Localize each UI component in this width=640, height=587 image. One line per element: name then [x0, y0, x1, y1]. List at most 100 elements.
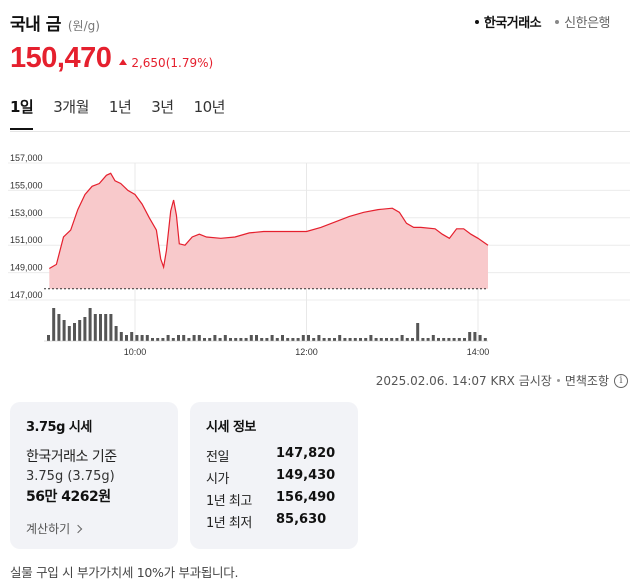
- volume-bar: [343, 338, 347, 341]
- active-dot-icon: [474, 19, 479, 24]
- calculate-link[interactable]: 계산하기: [26, 520, 83, 537]
- volume-bar: [208, 338, 212, 341]
- disclaimer-link[interactable]: 면책조항: [564, 374, 609, 388]
- volume-bar: [255, 335, 258, 341]
- volume-bar: [135, 335, 139, 341]
- page-title: 국내 금: [10, 15, 61, 35]
- source-shinhan[interactable]: 신한은행: [555, 12, 610, 31]
- volume-bar: [468, 332, 472, 341]
- y-tick-label: 151,000: [10, 235, 43, 245]
- y-tick-label: 147,000: [10, 290, 43, 300]
- volume-bar: [67, 326, 71, 341]
- volume-bar: [317, 335, 321, 341]
- y-tick-label: 153,000: [10, 208, 43, 218]
- volume-bar: [296, 338, 300, 341]
- volume-bar: [416, 323, 420, 341]
- volume-bar: [203, 338, 206, 341]
- y-axis-labels: 157,000 155,000 153,000 151,000 149,000 147,0…: [10, 153, 43, 300]
- volume-bar: [281, 335, 284, 341]
- volume-bar: [171, 338, 175, 341]
- tab-1day[interactable]: 1일: [10, 96, 34, 130]
- volume-bar: [145, 335, 149, 341]
- volume-bar: [73, 323, 76, 341]
- info-row: 1년 최저 85,630: [206, 512, 342, 531]
- volume-bar: [353, 338, 357, 341]
- volume-bar: [447, 338, 451, 341]
- card-title: 시세 정보: [206, 420, 256, 435]
- volume-bar: [286, 338, 290, 341]
- source-krx[interactable]: 한국거래소: [474, 12, 542, 31]
- volume-bar: [395, 338, 399, 341]
- change-amount: 2,650: [131, 56, 166, 70]
- title-row: 국내 금 (원/g): [10, 10, 100, 35]
- volume-bar: [473, 332, 477, 341]
- tab-1year[interactable]: 1년: [108, 98, 132, 116]
- volume-bar: [78, 320, 82, 341]
- price-chart[interactable]: 157,000 155,000 153,000 151,000 149,000 147,0…: [0, 150, 640, 362]
- info-value: 147,820: [276, 446, 336, 461]
- timestamp: 2025.02.06. 14:07 KRX 금시장: [375, 374, 552, 388]
- price-line: [48, 172, 489, 270]
- tab-3months[interactable]: 3개월: [53, 98, 89, 116]
- x-tick-label: 14:00: [467, 347, 490, 357]
- volume-bar: [452, 338, 456, 341]
- volume-bar: [426, 338, 430, 341]
- vat-notice: 실물 구입 시 부가가치세 10%가 부과됩니다.: [10, 565, 239, 580]
- volume-bar: [385, 338, 388, 341]
- volume-bar: [379, 338, 383, 341]
- volume-bar: [364, 338, 368, 341]
- info-row: 시가 149,430: [206, 468, 342, 487]
- volume-bar: [249, 335, 253, 341]
- volume-bar: [166, 335, 170, 341]
- volume-bar: [265, 338, 269, 341]
- volume-bar: [431, 335, 435, 341]
- source-shinhan-label: 신한은행: [564, 16, 610, 31]
- volume-bar: [119, 332, 123, 341]
- current-price: 150,470: [10, 42, 112, 74]
- info-icon[interactable]: i: [614, 373, 628, 388]
- volume-bar: [109, 314, 113, 341]
- volume-bar: [140, 335, 144, 341]
- info-key: 1년 최고: [206, 494, 252, 509]
- period-tabs: 1일 3개월 1년 3년 10년: [10, 96, 245, 130]
- volume-bar: [187, 338, 191, 341]
- volume-bar: [62, 320, 66, 341]
- volume-bar: [442, 338, 446, 341]
- volume-bar: [83, 317, 87, 341]
- info-value: 149,430: [276, 468, 336, 483]
- change-percent: (1.79%): [165, 56, 214, 70]
- volume-bars: [47, 308, 487, 341]
- weight-price-card: 3.75g 시세 한국거래소 기준 3.75g (3.75g) 56만 4262…: [10, 402, 178, 549]
- volume-bar: [223, 335, 227, 341]
- tabs-divider: [10, 131, 630, 132]
- volume-bar: [130, 332, 134, 341]
- volume-bar: [244, 338, 248, 341]
- y-tick-label: 149,000: [10, 263, 43, 273]
- volume-bar: [322, 338, 326, 341]
- volume-bar: [483, 338, 487, 341]
- volume-bar: [99, 314, 102, 341]
- volume-bar: [437, 338, 440, 341]
- inactive-dot-icon: [555, 19, 560, 24]
- price-area: [49, 173, 489, 289]
- source-krx-label: 한국거래소: [483, 16, 542, 31]
- tab-10years[interactable]: 10년: [193, 98, 226, 116]
- volume-bar: [457, 338, 461, 341]
- up-triangle-icon: [119, 59, 128, 65]
- volume-bar: [114, 326, 118, 341]
- info-key: 전일: [206, 450, 229, 465]
- price-info-card: 시세 정보 전일 147,820 시가 149,430 1년 최고 156,49…: [190, 402, 358, 549]
- volume-bar: [333, 338, 336, 341]
- volume-bar: [156, 338, 160, 341]
- price-row: 150,470 2,650 (1.79%): [10, 42, 213, 75]
- tab-3years[interactable]: 3년: [151, 98, 174, 116]
- info-key: 1년 최저: [206, 516, 252, 531]
- volume-bar: [151, 338, 154, 341]
- unit-label: (원/g): [67, 19, 100, 33]
- source-selector: 한국거래소 신한은행: [474, 12, 610, 31]
- info-value: 85,630: [276, 512, 327, 527]
- volume-bar: [88, 308, 92, 341]
- volume-bar: [463, 338, 466, 341]
- volume-bar: [234, 338, 238, 341]
- info-value: 156,490: [276, 490, 336, 505]
